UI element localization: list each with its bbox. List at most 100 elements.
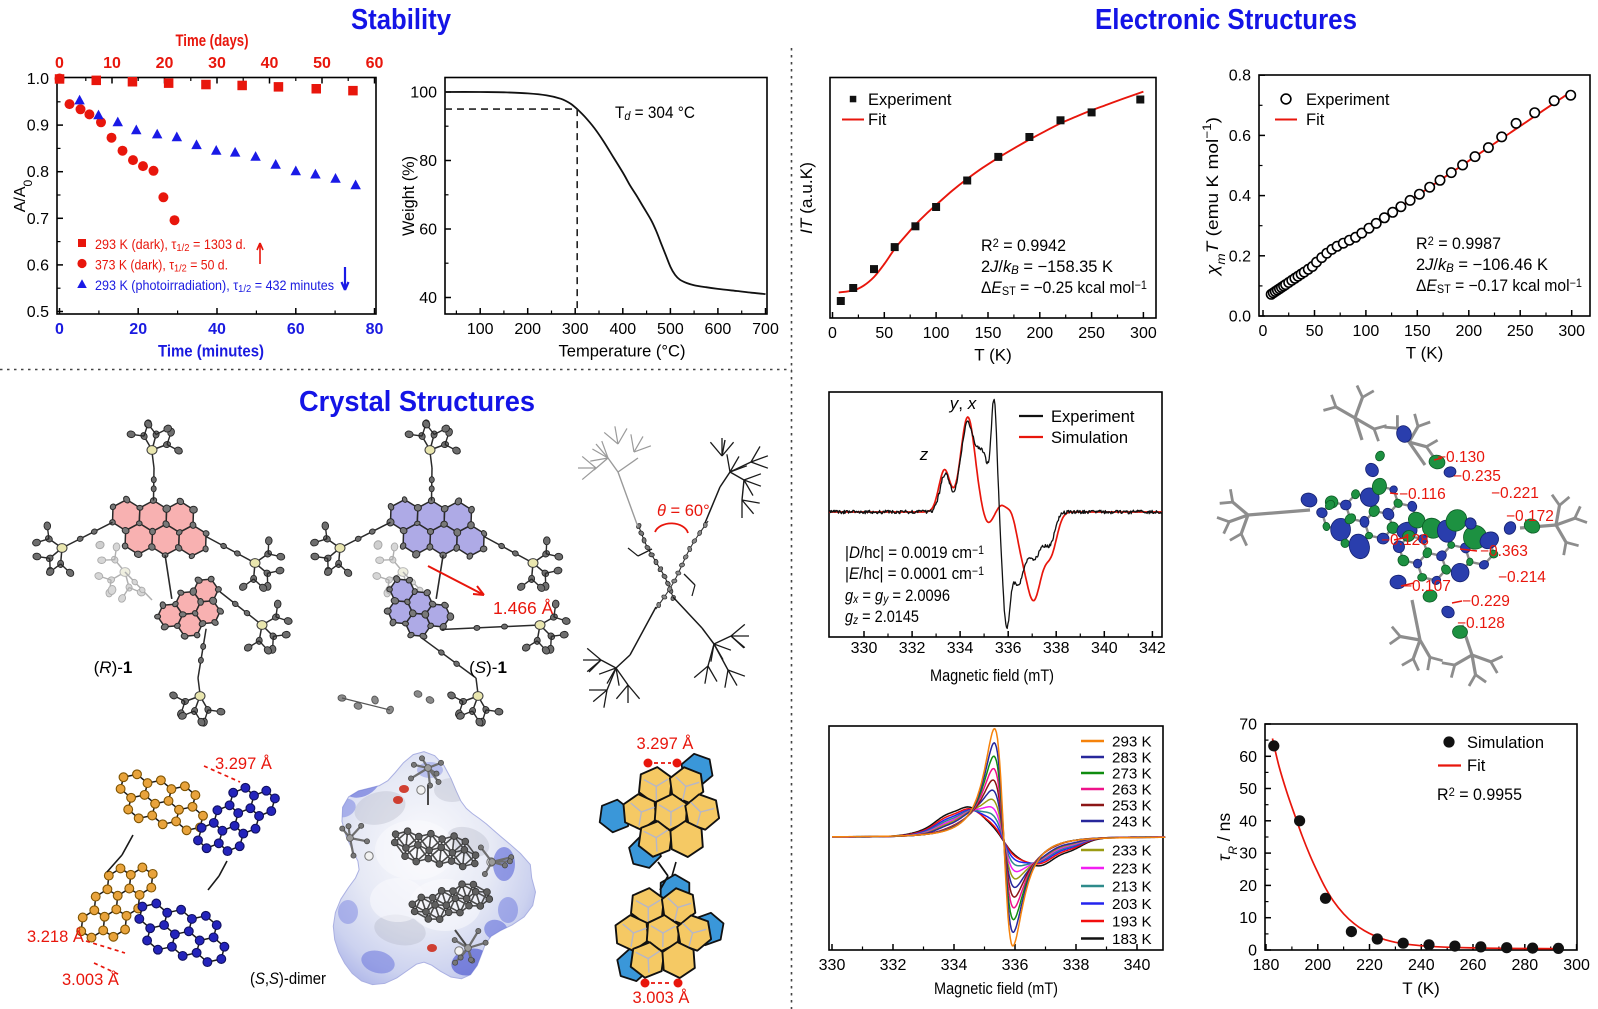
- svg-text:Simulation: Simulation: [1467, 734, 1544, 752]
- svg-text:330: 330: [819, 957, 846, 974]
- svg-text:Fit: Fit: [1306, 111, 1325, 129]
- svg-text:2J/kB = −106.46 K: 2J/kB = −106.46 K: [1416, 256, 1548, 275]
- svg-text:338: 338: [1063, 957, 1090, 974]
- svg-text:200: 200: [1304, 957, 1331, 974]
- svg-text:293 K: 293 K: [1112, 734, 1152, 751]
- svg-text:−0.107: −0.107: [1403, 578, 1451, 595]
- svg-text:60: 60: [419, 222, 437, 239]
- svg-text:150: 150: [1404, 323, 1431, 340]
- svg-text:−0.130: −0.130: [1437, 449, 1485, 466]
- svg-text:−0.128: −0.128: [1381, 532, 1429, 549]
- svg-text:240: 240: [1408, 957, 1435, 974]
- svg-text:3.218 Å: 3.218 Å: [27, 927, 84, 946]
- svg-text:0.4: 0.4: [1229, 188, 1251, 205]
- svg-text:1.0: 1.0: [27, 71, 49, 88]
- svg-text:336: 336: [1002, 957, 1029, 974]
- svg-text:334: 334: [941, 957, 968, 974]
- svg-text:Crystal Structures: Crystal Structures: [299, 386, 535, 418]
- svg-text:250: 250: [1507, 323, 1534, 340]
- svg-text:R2 = 0.9942: R2 = 0.9942: [981, 237, 1066, 255]
- svg-text:z: z: [919, 445, 929, 464]
- svg-text:500: 500: [657, 321, 684, 338]
- svg-text:340: 340: [1124, 957, 1151, 974]
- svg-text:ΔEST = −0.17 kcal mol−1: ΔEST = −0.17 kcal mol−1: [1416, 277, 1582, 296]
- svg-text:40: 40: [1239, 813, 1257, 830]
- svg-text:ΔEST = −0.25 kcal mol−1: ΔEST = −0.25 kcal mol−1: [981, 279, 1147, 298]
- svg-text:0: 0: [828, 325, 837, 342]
- svg-text:342: 342: [1139, 640, 1166, 657]
- svg-text:Temperature (°C): Temperature (°C): [559, 342, 686, 361]
- svg-text:50: 50: [313, 55, 331, 72]
- svg-text:193 K: 193 K: [1112, 914, 1152, 931]
- svg-text:0: 0: [55, 55, 64, 72]
- svg-text:−0.229: −0.229: [1462, 593, 1510, 610]
- svg-text:30: 30: [1239, 846, 1257, 863]
- svg-text:0.5: 0.5: [27, 304, 49, 321]
- svg-text:330: 330: [851, 640, 878, 657]
- svg-text:IT (a.u.K): IT (a.u.K): [797, 162, 816, 234]
- svg-text:332: 332: [880, 957, 907, 974]
- svg-text:0.6: 0.6: [1229, 128, 1251, 145]
- svg-text:203 K: 203 K: [1112, 896, 1152, 913]
- svg-text:50: 50: [875, 325, 893, 342]
- svg-text:T (K): T (K): [974, 346, 1011, 365]
- svg-text:|E/hc| = 0.0001 cm−1: |E/hc| = 0.0001 cm−1: [845, 565, 984, 583]
- svg-text:293 K (photoirradiation), τ1/2: 293 K (photoirradiation), τ1/2 = 432 min…: [95, 277, 334, 295]
- svg-text:0.0: 0.0: [1229, 309, 1251, 326]
- svg-text:Stability: Stability: [351, 4, 451, 36]
- svg-text:|D/hc| = 0.0019 cm−1: |D/hc| = 0.0019 cm−1: [845, 544, 984, 562]
- svg-text:263 K: 263 K: [1112, 782, 1152, 799]
- svg-text:600: 600: [705, 321, 732, 338]
- svg-text:40: 40: [261, 55, 279, 72]
- svg-text:40: 40: [208, 321, 226, 338]
- svg-text:3.297 Å: 3.297 Å: [215, 754, 272, 773]
- svg-text:3.297 Å: 3.297 Å: [637, 734, 694, 753]
- svg-text:Electronic Structures: Electronic Structures: [1095, 4, 1357, 36]
- svg-text:R2 = 0.9987: R2 = 0.9987: [1416, 235, 1501, 253]
- svg-text:−0.172: −0.172: [1506, 508, 1554, 525]
- svg-text:Experiment: Experiment: [868, 91, 952, 109]
- svg-text:y, x: y, x: [949, 394, 977, 413]
- svg-text:332: 332: [899, 640, 926, 657]
- svg-text:Weight (%): Weight (%): [399, 156, 418, 236]
- svg-text:20: 20: [129, 321, 147, 338]
- svg-text:60: 60: [1239, 749, 1257, 766]
- svg-text:253 K: 253 K: [1112, 798, 1152, 815]
- svg-text:τR / ns: τR / ns: [1214, 813, 1240, 862]
- svg-text:40: 40: [419, 290, 437, 307]
- svg-text:280: 280: [1511, 957, 1538, 974]
- svg-text:700: 700: [752, 321, 779, 338]
- svg-text:233 K: 233 K: [1112, 843, 1152, 860]
- svg-text:80: 80: [366, 321, 384, 338]
- svg-text:273 K: 273 K: [1112, 766, 1152, 783]
- svg-text:Fit: Fit: [868, 111, 887, 129]
- svg-text:50: 50: [1239, 781, 1257, 798]
- svg-text:(R)-1: (R)-1: [94, 658, 133, 677]
- svg-text:50: 50: [1306, 323, 1324, 340]
- svg-text:(S)-1: (S)-1: [469, 658, 507, 677]
- svg-text:220: 220: [1356, 957, 1383, 974]
- svg-text:−0.221: −0.221: [1491, 485, 1539, 502]
- svg-text:Time (minutes): Time (minutes): [158, 342, 264, 361]
- svg-text:Experiment: Experiment: [1051, 408, 1135, 426]
- svg-text:283 K: 283 K: [1112, 750, 1152, 767]
- svg-text:20: 20: [1239, 878, 1257, 895]
- svg-text:−0.116: −0.116: [1399, 486, 1446, 503]
- svg-text:293 K (dark), τ1/2 = 1303 d.: 293 K (dark), τ1/2 = 1303 d.: [95, 236, 246, 254]
- svg-text:100: 100: [923, 325, 950, 342]
- svg-text:70: 70: [1239, 717, 1257, 734]
- svg-text:340: 340: [1091, 640, 1118, 657]
- svg-text:300: 300: [1563, 957, 1590, 974]
- svg-text:gz = 2.0145: gz = 2.0145: [845, 608, 919, 627]
- svg-text:0: 0: [55, 321, 64, 338]
- svg-text:180: 180: [1253, 957, 1280, 974]
- svg-text:150: 150: [975, 325, 1002, 342]
- svg-text:183 K: 183 K: [1112, 931, 1152, 948]
- svg-text:60: 60: [287, 321, 305, 338]
- svg-text:300: 300: [1558, 323, 1585, 340]
- svg-text:Simulation: Simulation: [1051, 429, 1128, 447]
- svg-text:0.8: 0.8: [1229, 68, 1251, 85]
- svg-text:Magnetic field (mT): Magnetic field (mT): [930, 666, 1054, 685]
- svg-text:100: 100: [467, 321, 494, 338]
- svg-text:10: 10: [103, 55, 121, 72]
